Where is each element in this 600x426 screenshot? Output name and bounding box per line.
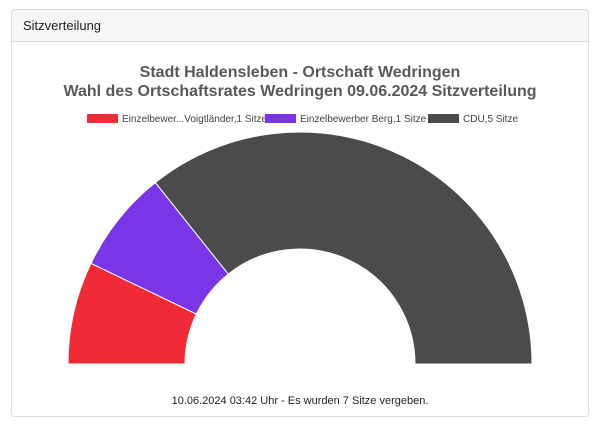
legend-label-2[interactable]: Einzelbewerber Berg,1 Sitze: [300, 114, 427, 125]
legend-swatch-3[interactable]: [428, 114, 459, 123]
chart-legend: Einzelbewer...Voigtländer,1 Sitze Einzelb…: [87, 114, 518, 125]
legend-swatch-2[interactable]: [265, 114, 296, 123]
chart-title-line-2: Wahl des Ortschaftsrates Wedringen 09.06…: [63, 83, 536, 100]
chart-title-line-1: Stadt Haldensleben - Ortschaft Wedringen: [140, 64, 461, 81]
legend-swatch-1[interactable]: [87, 114, 118, 123]
seat-info-footer: 10.06.2024 03:42 Uhr - Es wurden 7 Sitze…: [171, 395, 429, 407]
seat-segment-3[interactable]: [154, 131, 533, 365]
legend-label-3[interactable]: CDU,5 Sitze: [463, 114, 518, 125]
chart-arcs: [67, 131, 533, 365]
legend-label-1[interactable]: Einzelbewer...Voigtländer,1 Sitze: [122, 114, 268, 125]
panel-header: Sitzverteilung: [12, 10, 588, 42]
